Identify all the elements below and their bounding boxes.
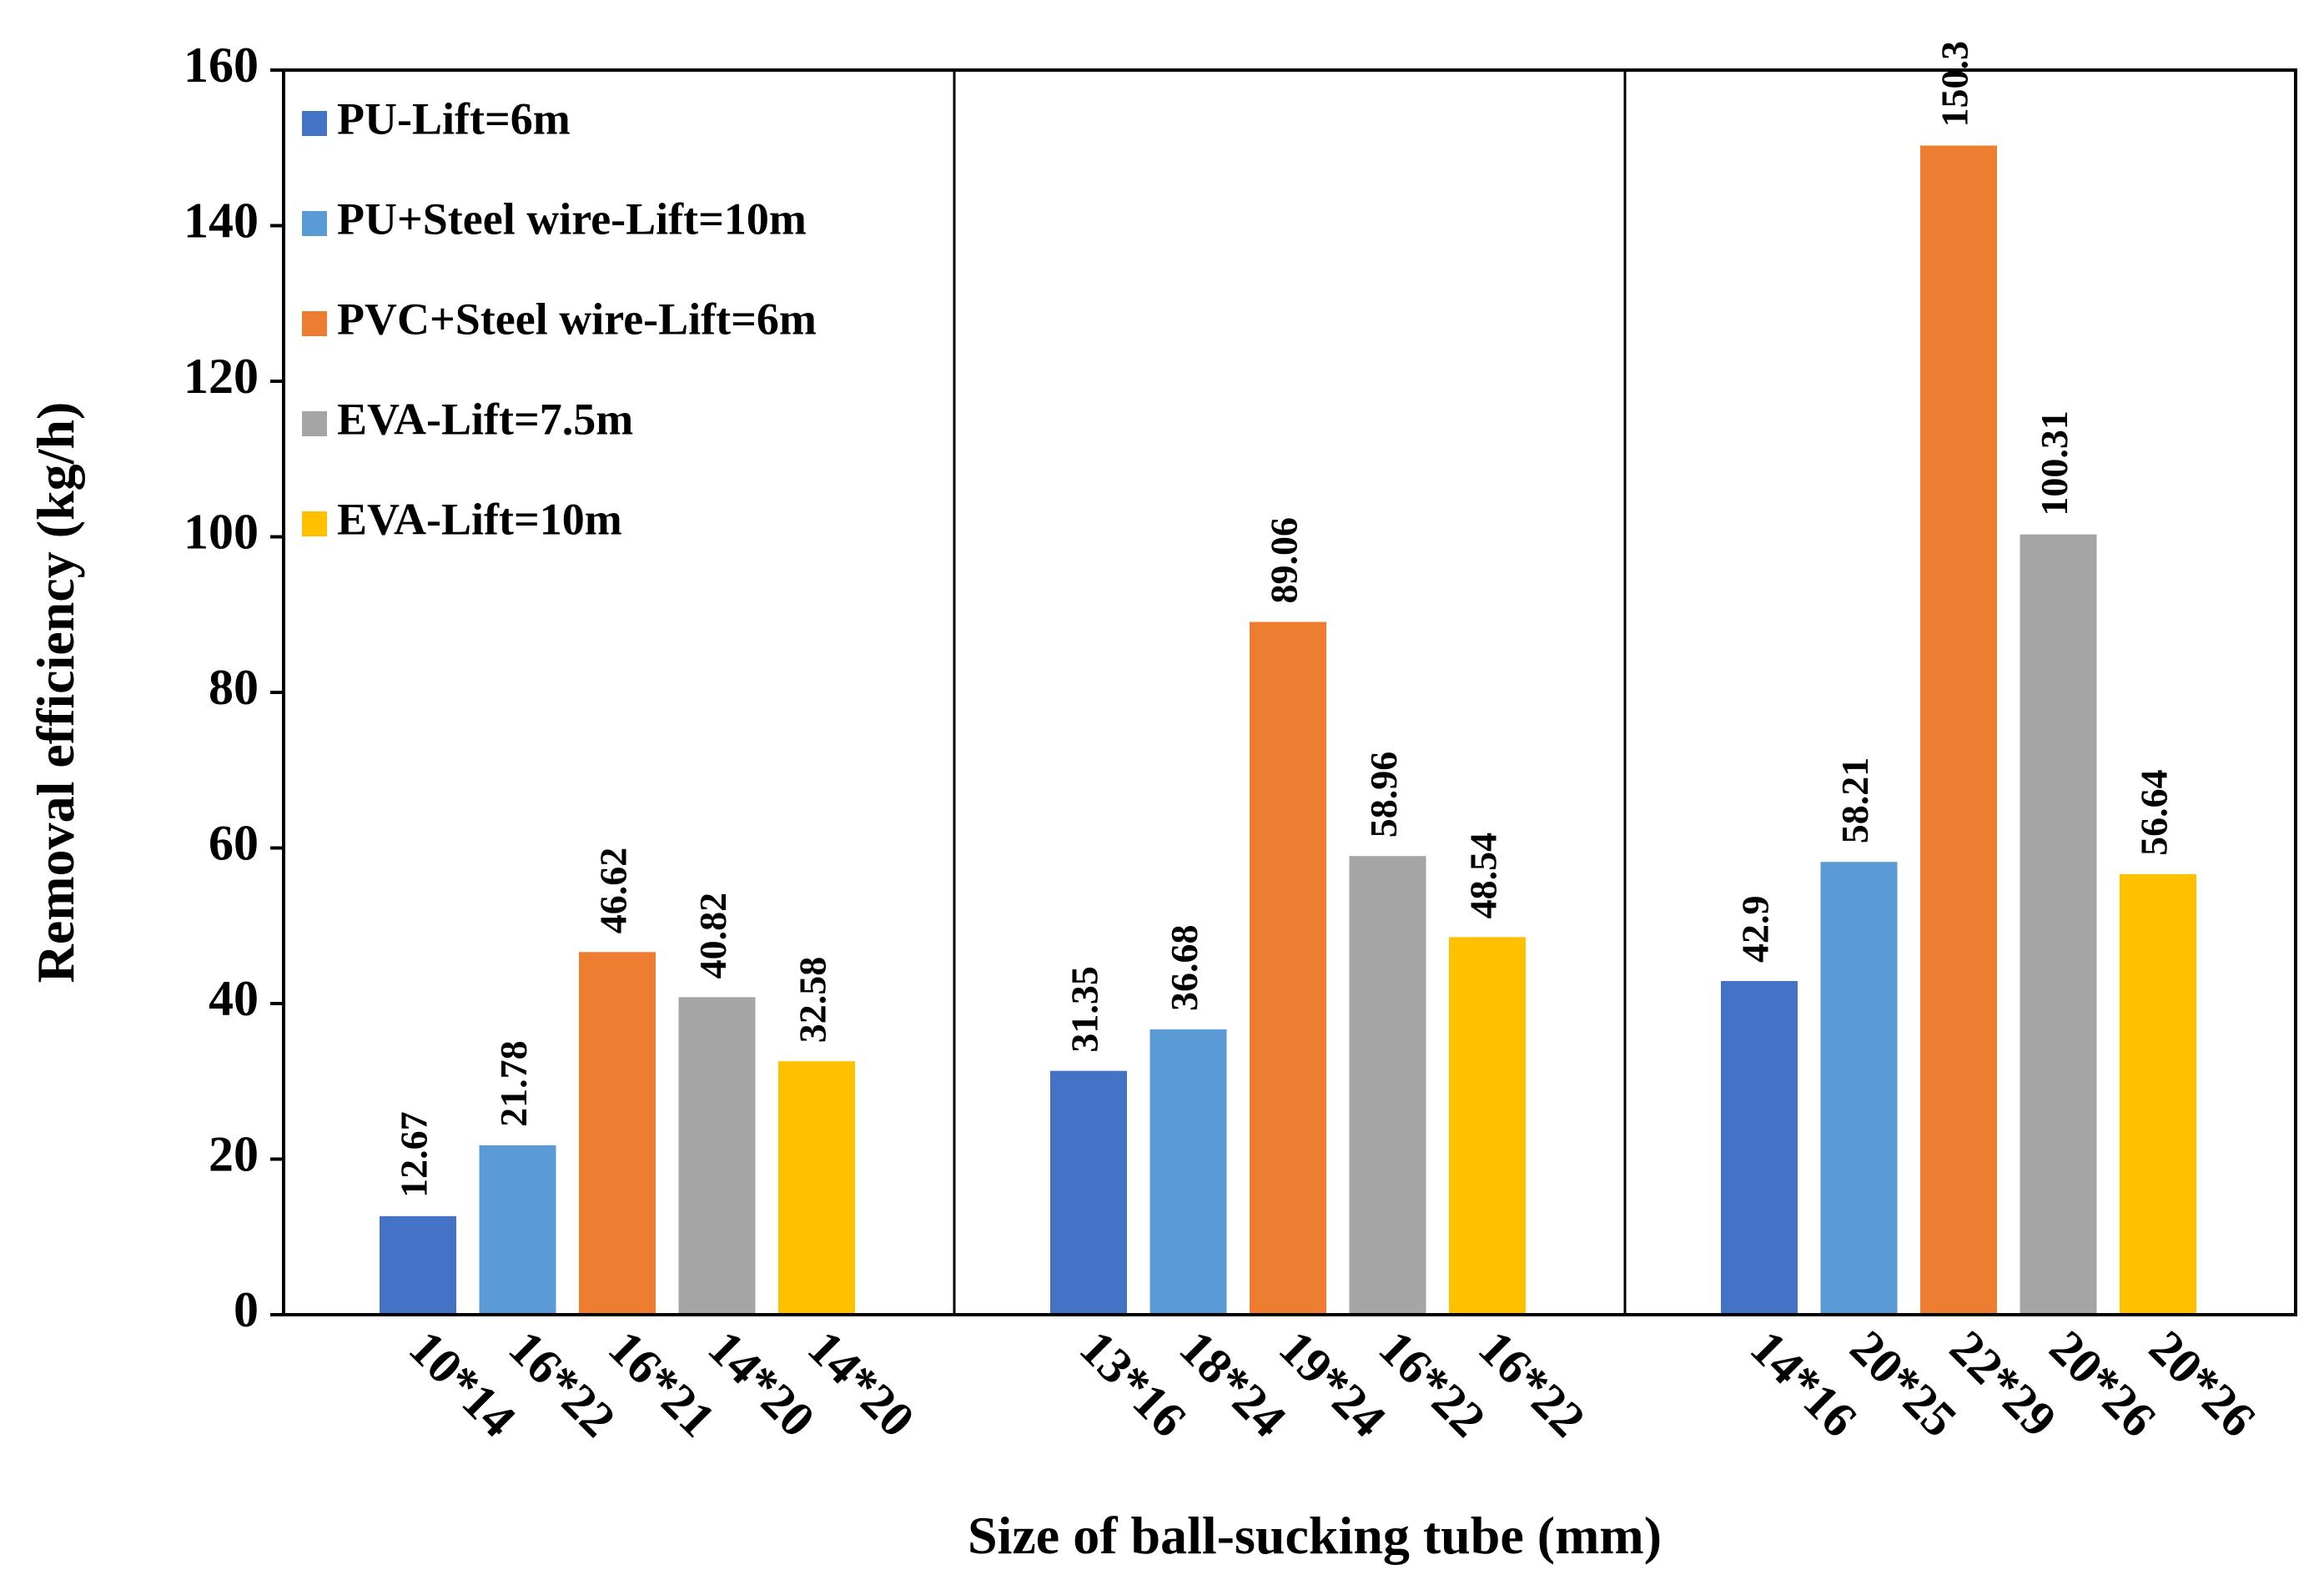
bar-10*14-PU-Lift=6m	[380, 1215, 456, 1315]
y-axis-ticks-layer: 0 20 40 60 80 100 120 140 160	[184, 38, 284, 1337]
y-tick-label: 40	[209, 971, 259, 1026]
data-label: 12.67	[393, 1111, 435, 1198]
y-tick-label: 140	[184, 193, 259, 248]
legend-label: PVC+Steel wire-Lift=6m	[337, 294, 817, 344]
legend-label: PU-Lift=6m	[337, 93, 571, 143]
bar-16*22-EVA-Lift=10m	[1449, 937, 1526, 1315]
bar-14*20-EVA-Lift=10m	[778, 1061, 855, 1315]
data-label: 100.31	[2033, 410, 2075, 516]
data-label: 40.82	[692, 893, 734, 979]
bar-16*22-EVA-Lift=7.5m	[1349, 856, 1426, 1315]
y-tick-label: 100	[184, 504, 259, 559]
y-axis-title: Removal efficiency (kg/h)	[26, 402, 85, 984]
y-tick-label: 0	[234, 1282, 259, 1337]
legend-swatch	[302, 511, 327, 536]
legend-swatch	[302, 211, 327, 236]
bar-20*26-EVA-Lift=7.5m	[2020, 534, 2097, 1315]
y-tick-label: 80	[209, 660, 259, 715]
data-labels-layer: 12.67 21.78 46.62 40.82 32.58 31.35 36.68 89.06…	[393, 41, 2176, 1198]
bar-20*26-EVA-Lift=10m	[2120, 873, 2196, 1315]
legend-swatch	[302, 311, 327, 336]
bar-18*24-PU+Steel wire-Lift=10m	[1149, 1029, 1227, 1315]
legend-swatch	[302, 111, 327, 136]
legend-label: PU+Steel wire-Lift=10m	[337, 194, 807, 244]
legend: PU-Lift=6m PU+Steel wire-Lift=10m PVC+Stee…	[302, 93, 817, 544]
bar-19*24-PVC+Steel wire-Lift=6m	[1250, 621, 1326, 1315]
bar-20*25-PU+Steel wire-Lift=10m	[1820, 862, 1898, 1315]
data-label: 21.78	[492, 1040, 535, 1127]
data-label: 58.21	[1834, 757, 1876, 844]
y-tick-label: 160	[184, 38, 259, 93]
bar-13*16-PU-Lift=6m	[1050, 1070, 1127, 1315]
legend-swatch	[302, 411, 327, 436]
data-label: 42.9	[1734, 895, 1777, 963]
data-label: 31.35	[1064, 966, 1106, 1053]
y-tick-label: 20	[209, 1126, 259, 1181]
bar-14*16-PU-Lift=6m	[1721, 980, 1798, 1315]
data-label: 48.54	[1462, 833, 1505, 919]
legend-label: EVA-Lift=10m	[337, 494, 622, 544]
data-label: 89.06	[1263, 517, 1305, 604]
bar-16*21-PVC+Steel wire-Lift=6m	[579, 952, 656, 1315]
x-axis-title: Size of ball-sucking tube (mm)	[968, 1506, 1662, 1565]
y-tick-label: 120	[184, 349, 259, 404]
data-label: 58.96	[1362, 752, 1405, 838]
bar-16*22-PU+Steel wire-Lift=10m	[479, 1145, 556, 1315]
data-label: 150.3	[1934, 41, 1976, 128]
bar-14*20-EVA-Lift=7.5m	[678, 997, 756, 1315]
bar-22*29-PVC+Steel wire-Lift=6m	[1920, 145, 1997, 1315]
data-label: 56.64	[2133, 769, 2176, 856]
data-label: 46.62	[592, 848, 635, 934]
legend-label: EVA-Lift=7.5m	[337, 394, 633, 444]
data-label: 32.58	[792, 957, 834, 1044]
data-label: 36.68	[1163, 924, 1205, 1011]
y-tick-label: 60	[209, 815, 259, 870]
bars-layer	[380, 145, 2196, 1315]
